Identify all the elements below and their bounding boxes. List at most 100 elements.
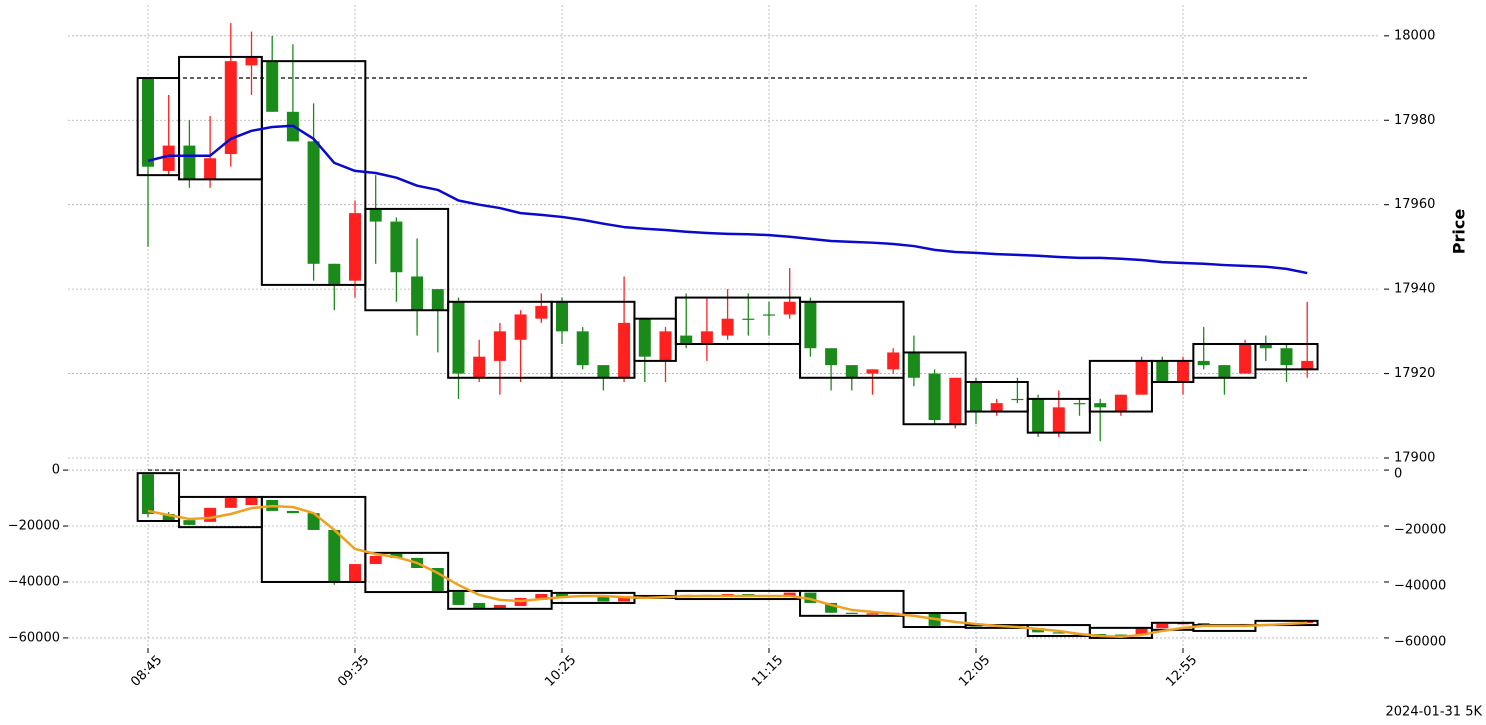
candle-body bbox=[949, 377, 962, 425]
y-tick-label: −40000 bbox=[1394, 578, 1446, 593]
x-tick-label: 12:05 bbox=[956, 653, 993, 690]
candle-body bbox=[928, 373, 941, 421]
x-tick-label: 09:35 bbox=[335, 653, 372, 690]
candle-body bbox=[597, 597, 610, 602]
y-tick-label: −40000 bbox=[8, 574, 60, 589]
candle-body bbox=[1218, 365, 1231, 378]
candle-body bbox=[1135, 628, 1148, 636]
candle-body bbox=[1259, 344, 1272, 349]
candle-body bbox=[1239, 344, 1252, 374]
candle-body bbox=[204, 158, 217, 180]
candle-body bbox=[618, 322, 631, 378]
candle-body bbox=[804, 301, 817, 349]
range-box bbox=[674, 296, 802, 346]
indicator-line bbox=[147, 124, 1308, 275]
candle-body bbox=[1177, 360, 1189, 383]
candle-body bbox=[845, 612, 858, 614]
candle-body bbox=[204, 507, 217, 522]
candle-body bbox=[369, 208, 382, 222]
candle-body bbox=[473, 356, 486, 378]
candle-body bbox=[245, 497, 258, 506]
candle-body bbox=[142, 474, 154, 514]
candle-body bbox=[493, 331, 506, 361]
y-tick-label: −60000 bbox=[1394, 634, 1446, 649]
candle-body bbox=[990, 403, 1003, 412]
y-tick-label: 17980 bbox=[1394, 113, 1435, 128]
candle-body bbox=[887, 352, 900, 370]
candle-body bbox=[369, 555, 382, 565]
candle-body bbox=[742, 594, 755, 596]
candle-body bbox=[1301, 360, 1314, 370]
candle-body bbox=[1011, 398, 1024, 401]
candle-body bbox=[618, 595, 631, 602]
candle-body bbox=[1280, 348, 1293, 366]
y-tick-label: 17960 bbox=[1394, 197, 1435, 212]
y-tick-label: 17920 bbox=[1394, 366, 1435, 381]
candle-body bbox=[535, 594, 548, 600]
candle-body bbox=[1114, 394, 1127, 412]
x-tick-label: 08:45 bbox=[128, 653, 165, 690]
footer: 2024-01-31 5K bbox=[1386, 705, 1483, 720]
candle-body bbox=[1114, 634, 1127, 636]
candle-body bbox=[411, 276, 424, 311]
candle-body bbox=[1301, 621, 1314, 624]
candle-body bbox=[1052, 407, 1065, 433]
indicator-line bbox=[147, 504, 1308, 639]
candle-body bbox=[183, 520, 196, 525]
candle-body bbox=[1197, 360, 1210, 366]
candle-body bbox=[1156, 623, 1169, 629]
candle-body bbox=[721, 318, 734, 336]
candle-body bbox=[700, 331, 713, 345]
y-axis-label: Price bbox=[1450, 209, 1469, 255]
candle-body bbox=[866, 369, 879, 374]
candle-body bbox=[556, 301, 568, 332]
y-tick-label: 0 bbox=[52, 463, 60, 478]
candle-body bbox=[514, 314, 527, 340]
candle-body bbox=[742, 318, 755, 320]
candle-body bbox=[1135, 360, 1148, 395]
candle-body bbox=[431, 289, 444, 311]
candle-body bbox=[452, 301, 465, 374]
candle-body bbox=[970, 382, 982, 412]
candle-body bbox=[224, 61, 237, 155]
candle-body bbox=[162, 145, 175, 171]
range-box bbox=[1026, 397, 1091, 434]
candle-body bbox=[349, 213, 361, 281]
candle-body bbox=[162, 513, 175, 521]
candle-body bbox=[638, 318, 651, 357]
candle-body bbox=[763, 314, 775, 316]
candle-body bbox=[307, 141, 320, 264]
candle-body bbox=[659, 331, 672, 361]
range-box bbox=[1088, 359, 1153, 413]
candle-body bbox=[597, 365, 610, 378]
range-box bbox=[364, 207, 450, 312]
candle-body bbox=[1052, 632, 1065, 634]
candle-body bbox=[1156, 360, 1169, 383]
candle-body bbox=[783, 592, 796, 596]
candle-body bbox=[907, 352, 920, 378]
candle-body bbox=[680, 335, 693, 345]
x-tick-label: 10:25 bbox=[542, 653, 579, 690]
candle-body bbox=[825, 348, 838, 366]
candle-body bbox=[1032, 628, 1045, 633]
y-tick-label: −20000 bbox=[1394, 523, 1446, 538]
range-box bbox=[364, 551, 450, 594]
candle-body bbox=[473, 602, 486, 608]
candle-body bbox=[493, 604, 506, 608]
range-box bbox=[799, 589, 905, 617]
y-tick-label: 18000 bbox=[1394, 28, 1435, 43]
range-box bbox=[902, 612, 967, 629]
candle-body bbox=[266, 61, 279, 112]
candle-body bbox=[1094, 403, 1107, 408]
candle-body bbox=[328, 529, 341, 582]
range-box bbox=[964, 381, 1029, 413]
y-tick-label: 0 bbox=[1394, 467, 1402, 482]
x-tick-label: 11:15 bbox=[749, 653, 786, 690]
candle-body bbox=[783, 301, 796, 315]
candle-body bbox=[1032, 398, 1045, 433]
candle-body bbox=[825, 602, 838, 613]
candle-body bbox=[866, 613, 879, 615]
candle-body bbox=[576, 331, 589, 366]
y-tick-label: 17940 bbox=[1394, 282, 1435, 297]
y-tick-label: 17900 bbox=[1394, 451, 1435, 466]
